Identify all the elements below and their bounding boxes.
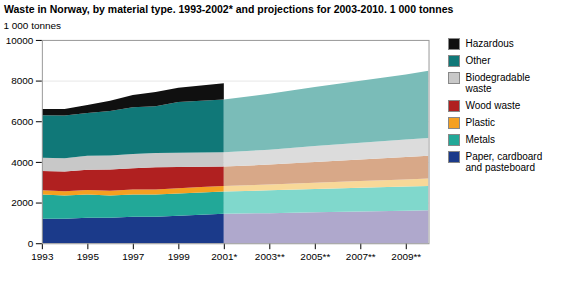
svg-text:2000: 2000 [11, 197, 34, 208]
html-text:Hazardous: Hazardous [465, 37, 514, 49]
html-text:Paper, cardboard and pasteboar: Paper, cardboard and pasteboard [465, 150, 543, 174]
svg-text:1999: 1999 [168, 250, 191, 261]
svg-text:4000: 4000 [11, 156, 34, 167]
svg-text:0: 0 [28, 238, 34, 249]
svg-text:1997: 1997 [122, 250, 145, 261]
html-text:Other: Other [465, 54, 491, 66]
html-text:Plastic: Plastic [465, 116, 495, 128]
svg-text:2007**: 2007** [346, 250, 376, 261]
svg-text:6000: 6000 [11, 116, 34, 127]
svg-text:1 000 tonnes: 1 000 tonnes [3, 19, 61, 30]
svg-text:2005**: 2005** [300, 250, 330, 261]
svg-text:2009**: 2009** [391, 250, 421, 261]
html-text:Waste in Norway, by material t: Waste in Norway, by material type. 1993-… [4, 3, 454, 15]
svg-text:8000: 8000 [11, 75, 34, 86]
html-text:Biodegradable waste: Biodegradable waste [465, 71, 530, 95]
svg-text:1995: 1995 [77, 250, 100, 261]
svg-text:10000: 10000 [6, 34, 34, 45]
svg-text:2001*: 2001* [211, 250, 237, 261]
html-text:Wood waste: Wood waste [465, 99, 521, 111]
svg-text:1993: 1993 [31, 250, 54, 261]
svg-text:2003**: 2003** [255, 250, 285, 261]
html-text:Metals: Metals [465, 133, 495, 145]
